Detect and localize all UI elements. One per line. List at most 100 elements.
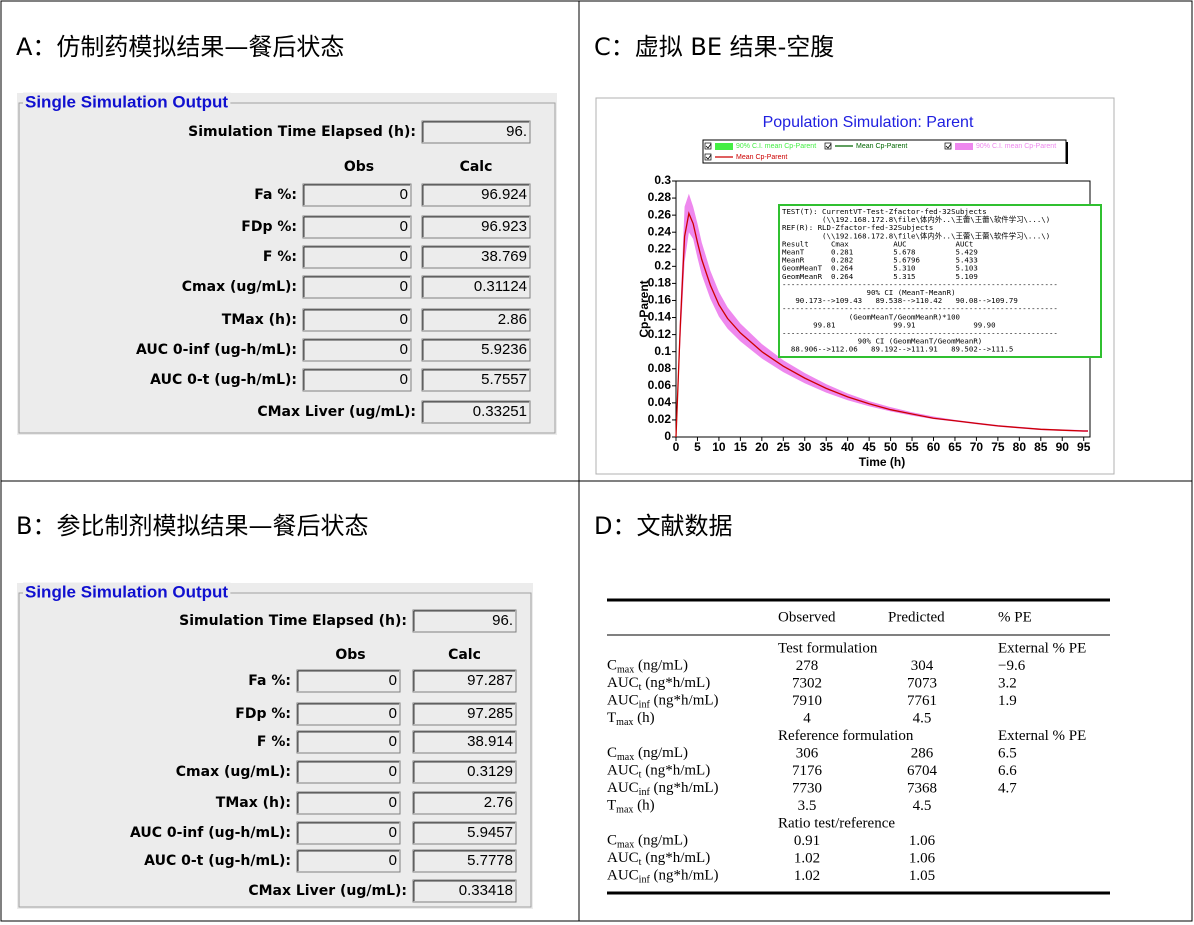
calc-field [412,821,517,845]
x-tick-label: 90 [1056,440,1070,454]
cell: 4.5 [913,798,932,814]
calc-field [412,702,517,726]
calc-field [412,669,517,693]
cell: 278 [796,658,819,674]
legend-check [945,143,952,149]
y-tick-label: 0.18 [648,276,672,290]
label-unit: (ng*h/mL) [641,850,710,866]
legend-checkbox [704,153,712,161]
field-label: CMax Liver (ug/mL): [248,883,407,899]
stats-line: (\\192.168.172.8\file\体内外..\王蕾\王蕾\软件学习\.… [782,215,1050,224]
label-sub: inf [639,875,651,886]
obs-field [296,849,401,873]
y-tick-label: 0.04 [648,395,672,409]
field-value: 0 [400,248,408,265]
label-base: AUC [607,693,639,709]
row-label: Cmax (ng/mL) [607,658,688,676]
field-value: 0 [389,824,397,841]
cell: 4.5 [913,710,932,726]
y-tick-label: 0.24 [648,224,672,238]
column-header: % PE [998,609,1032,625]
panel-title: C：虚拟 BE 结果-空腹 [594,33,834,61]
x-tick-label: 70 [970,440,984,454]
stats-line: TEST(T): CurrentVT-Test-Zfactor-fed-32Su… [782,207,987,216]
panel-title: A：仿制药模拟结果—餐后状态 [16,33,344,61]
stats-line: Result Cmax AUC AUCt [782,239,973,248]
label-unit: (ng/mL) [634,745,688,761]
label-unit: (ng*h/mL) [650,693,719,709]
x-tick-label: 15 [734,440,748,454]
row-label: AUCinf (ng*h/mL) [607,780,719,798]
field-value: 0 [389,852,397,869]
label-base: T [607,798,616,814]
cell: 3.2 [998,675,1017,691]
cell: −9.6 [998,658,1026,674]
cell: 6.5 [998,745,1017,761]
label-sub: max [616,717,633,728]
calc-field [412,760,517,784]
legend-label: 90% C.I. mean Cp-Parent [736,143,816,150]
stats-box [778,204,1102,358]
x-tick-label: 30 [798,440,812,454]
group-label: Single Simulation Output [25,582,228,601]
x-tick-label: 45 [862,440,876,454]
cell: 7176 [792,763,823,779]
calc-field [421,245,531,269]
label-sub: t [639,770,642,781]
obs-field [302,245,412,269]
field-value: 5.7557 [481,371,527,388]
cell: 7302 [792,675,822,691]
legend-check [705,143,712,149]
calc-field [412,849,517,873]
row-label: Cmax (ng/mL) [607,833,688,851]
cell: 4 [803,710,811,726]
x-tick-label: 50 [884,440,898,454]
cell: 1.06 [909,833,936,849]
stats-line: ----------------------------------------… [782,280,1058,289]
label-unit: (ng*h/mL) [641,675,710,691]
group-frame [18,592,532,908]
field-value: 96. [506,123,527,140]
x-tick-label: 95 [1077,440,1091,454]
column-header: Calc [448,647,481,663]
obs-field [296,702,401,726]
field-label: Simulation Time Elapsed (h): [188,124,416,140]
label-sub: t [639,682,642,693]
column-header: Calc [460,159,493,175]
stats-line: MeanR 0.282 5.6796 5.433 [782,256,978,265]
cell: 304 [911,658,934,674]
label-unit: (ng*h/mL) [641,763,710,779]
field-value: 0 [389,705,397,722]
liver-field [412,879,517,903]
cell: 4.7 [998,780,1017,796]
label-base: T [607,710,616,726]
field-value: 38.914 [467,733,513,750]
label-unit: (h) [633,798,654,814]
field-value: 38.769 [481,248,527,265]
y-tick-label: 0.2 [654,259,671,273]
y-tick-label: 0.02 [648,412,672,426]
field-value: 0.31124 [474,278,527,295]
row-label: Tmax (h) [607,798,655,816]
label-unit: (ng*h/mL) [650,780,719,796]
stats-line: (GeomMeanT/GeomMeanR)*100 [782,312,960,321]
obs-field [296,821,401,845]
column-header: Obs [335,647,365,663]
field-label: F %: [263,249,297,265]
field-label: CMax Liver (ug/mL): [257,404,416,420]
y-tick-label: 0.22 [648,241,672,255]
stats-line: 88.906-->112.06 89.192-->111.91 89.502--… [782,345,1013,354]
row-label: Tmax (h) [607,710,655,728]
label-sub: max [617,752,634,763]
obs-field [296,669,401,693]
sim-time-field [412,609,517,633]
obs-field [296,760,401,784]
row-label: AUCt (ng*h/mL) [607,675,710,693]
y-tick-label: 0.1 [654,344,671,358]
field-label: Simulation Time Elapsed (h): [179,613,407,629]
field-value: 2.76 [484,794,513,811]
field-label: Fa %: [248,673,291,689]
field-value: 2.86 [498,311,527,328]
column-header: Observed [778,609,836,625]
field-label: AUC 0-t (ug-h/mL): [150,372,297,388]
